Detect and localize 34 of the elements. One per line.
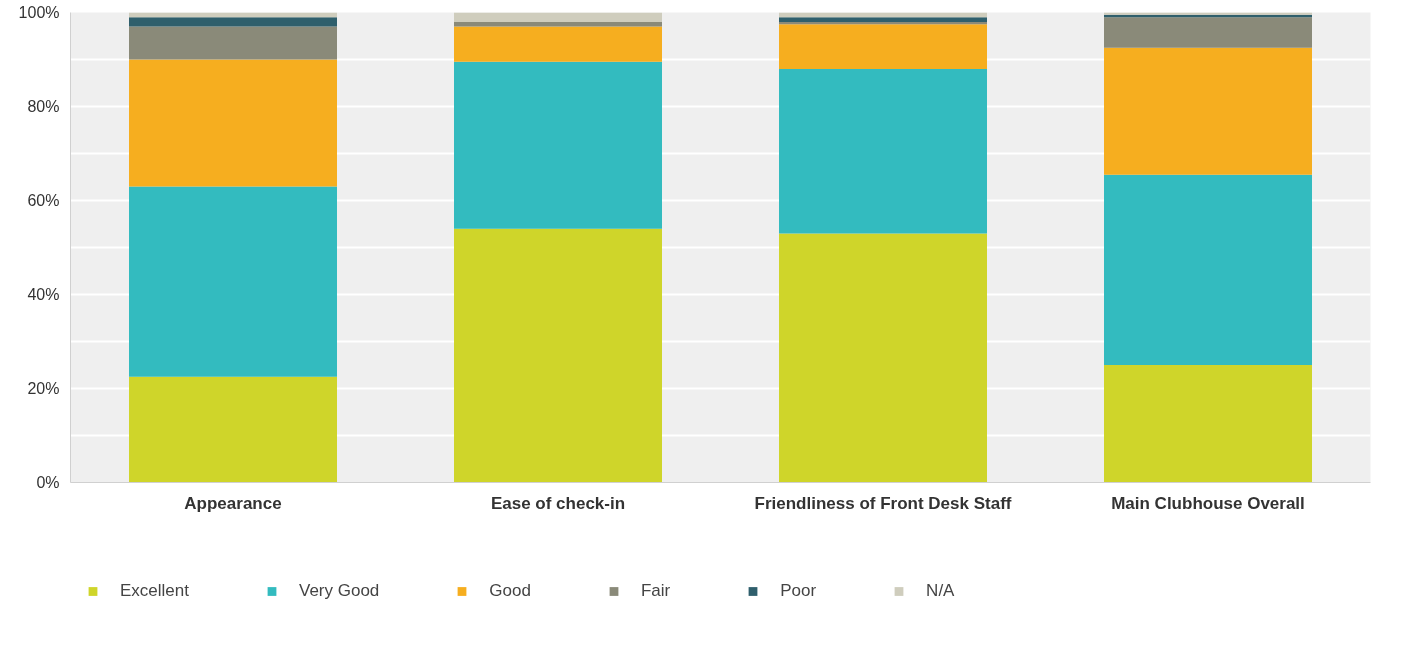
y-tick-label: 40% bbox=[27, 286, 60, 303]
legend-label: Excellent bbox=[120, 581, 189, 601]
bar bbox=[1104, 17, 1312, 48]
bar bbox=[129, 59, 337, 187]
y-tick-label: 60% bbox=[27, 192, 60, 209]
bar bbox=[454, 26, 662, 62]
bar bbox=[779, 17, 987, 22]
bar bbox=[779, 24, 987, 69]
x-tick-label: Ease of check-in bbox=[490, 493, 626, 513]
x-tick-label: Main Clubhouse Overall bbox=[1111, 493, 1305, 513]
bar bbox=[1104, 47, 1312, 175]
bar bbox=[454, 12, 662, 22]
y-tick-label: 100% bbox=[18, 4, 60, 21]
x-tick-label: Appearance bbox=[184, 493, 282, 513]
y-tick-label: 80% bbox=[27, 98, 60, 115]
bar bbox=[454, 21, 662, 27]
x-tick-label: Friendliness of Front Desk Staff bbox=[754, 493, 1012, 513]
legend-label: Poor bbox=[780, 581, 817, 601]
bar bbox=[779, 68, 987, 234]
bar bbox=[129, 376, 337, 483]
legend-label: Fair bbox=[640, 581, 671, 601]
bar bbox=[1104, 365, 1312, 483]
bar bbox=[454, 61, 662, 229]
y-tick-label: 0% bbox=[36, 474, 60, 491]
y-tick-label: 20% bbox=[27, 380, 60, 397]
legend-label: N/A bbox=[926, 581, 955, 601]
bar bbox=[129, 186, 337, 377]
bar bbox=[779, 233, 987, 483]
bar bbox=[454, 228, 662, 483]
legend-label: Very Good bbox=[298, 581, 380, 601]
bar bbox=[129, 26, 337, 60]
legend-label: Good bbox=[489, 581, 531, 601]
bar bbox=[129, 17, 337, 27]
bar bbox=[1104, 174, 1312, 365]
